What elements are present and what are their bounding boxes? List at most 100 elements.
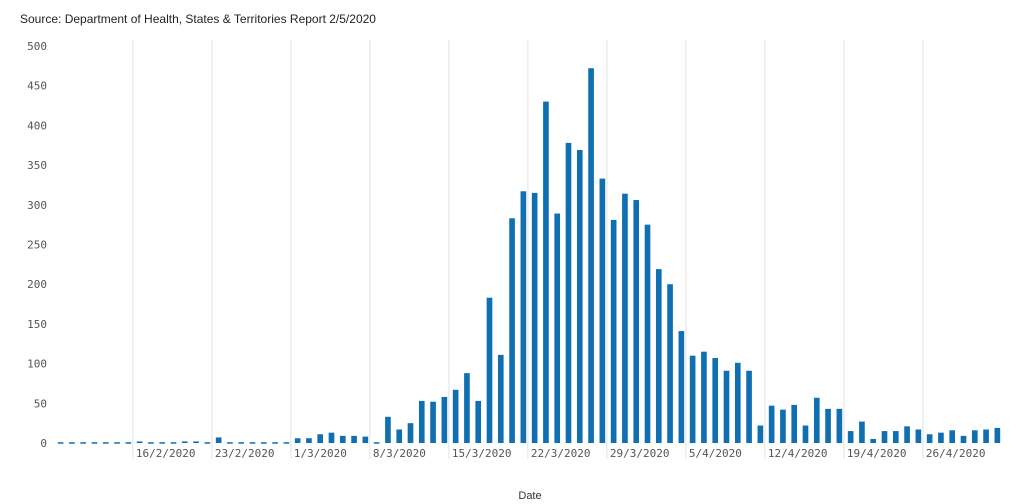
bar	[91, 442, 98, 444]
bar	[170, 442, 177, 444]
bar	[351, 435, 357, 443]
x-tick-label: 5/4/2020	[689, 447, 742, 460]
bar	[983, 429, 989, 443]
bar	[994, 427, 1001, 443]
bar	[283, 442, 290, 444]
bar	[915, 429, 922, 443]
bar	[441, 396, 448, 443]
y-tick-label: 400	[27, 119, 47, 132]
bar	[723, 370, 730, 443]
bar	[373, 442, 380, 444]
bar	[836, 408, 843, 443]
bar	[791, 404, 798, 443]
x-tick-label: 12/4/2020	[768, 447, 828, 460]
bar	[238, 442, 245, 444]
bar	[667, 284, 673, 443]
bar	[576, 150, 583, 443]
y-tick-label: 300	[27, 199, 47, 212]
bar	[57, 442, 64, 444]
bar	[125, 442, 132, 444]
bar	[531, 192, 538, 443]
x-tick-label: 1/3/2020	[294, 447, 347, 460]
bar	[294, 438, 301, 443]
bar-series	[57, 68, 1001, 444]
bar	[960, 435, 967, 443]
x-tick-label: 29/3/2020	[610, 447, 670, 460]
x-tick-label: 8/3/2020	[373, 447, 426, 460]
bar	[339, 435, 346, 443]
bar	[757, 425, 764, 443]
y-tick-label: 350	[27, 159, 47, 172]
x-axis: 16/2/2020 23/2/2020 1/3/2020 8/3/2020 15/3/2…	[136, 447, 986, 460]
x-tick-label: 26/4/2020	[926, 447, 986, 460]
bar	[825, 408, 831, 443]
bar	[768, 405, 775, 443]
bar	[396, 429, 403, 443]
y-tick-label: 150	[27, 318, 47, 331]
bar	[159, 442, 166, 444]
bar	[80, 442, 87, 444]
bar	[813, 397, 820, 443]
bar	[881, 431, 888, 443]
bar	[870, 439, 877, 443]
bar	[114, 442, 120, 444]
bar	[599, 178, 606, 443]
bar	[464, 373, 470, 443]
bar	[486, 297, 493, 443]
bar	[633, 200, 640, 443]
x-tick-label: 16/2/2020	[136, 447, 196, 460]
bar	[610, 219, 617, 443]
bar	[193, 441, 199, 443]
y-tick-label: 250	[27, 239, 47, 252]
bar	[475, 400, 482, 443]
bar	[204, 442, 211, 444]
x-tick-label: 23/2/2020	[215, 447, 275, 460]
bar	[272, 442, 278, 444]
bar	[949, 430, 956, 443]
y-tick-label: 100	[27, 358, 47, 371]
bar	[69, 442, 75, 444]
y-tick-label: 50	[34, 397, 47, 410]
bar	[712, 358, 719, 443]
bar	[148, 442, 154, 444]
bar	[317, 434, 324, 443]
bar	[780, 409, 786, 443]
bar	[227, 442, 233, 444]
bar	[497, 354, 504, 443]
bar	[249, 442, 256, 444]
x-axis-title: Date	[518, 490, 541, 502]
bar	[859, 421, 865, 443]
x-tick-label: 19/4/2020	[847, 447, 907, 460]
bar	[892, 431, 899, 443]
bar	[554, 213, 561, 443]
bar	[644, 224, 651, 443]
bar	[452, 389, 459, 443]
bar	[520, 191, 527, 443]
bar	[215, 437, 222, 443]
bar	[847, 431, 854, 443]
x-tick-label: 15/3/2020	[452, 447, 512, 460]
bar	[509, 218, 515, 443]
chart-grid	[132, 40, 924, 459]
bar	[181, 441, 188, 443]
bar	[971, 430, 978, 443]
bar	[926, 434, 933, 443]
y-tick-label: 500	[27, 40, 47, 53]
bar	[588, 68, 594, 444]
y-axis: 0 50 100 150 200 250 300 350 400 450 500	[27, 40, 47, 450]
chart-source-note: Source: Department of Health, States & T…	[20, 12, 376, 26]
bar	[543, 101, 549, 443]
bar	[260, 442, 267, 444]
bar	[938, 432, 944, 443]
bar	[734, 362, 741, 443]
bar	[802, 425, 809, 443]
bar	[622, 193, 628, 443]
bar	[136, 441, 143, 443]
bar	[904, 426, 910, 443]
bar	[306, 438, 312, 443]
bar	[362, 436, 369, 443]
bar	[701, 351, 707, 443]
bar	[407, 423, 414, 443]
y-tick-label: 0	[40, 437, 47, 450]
